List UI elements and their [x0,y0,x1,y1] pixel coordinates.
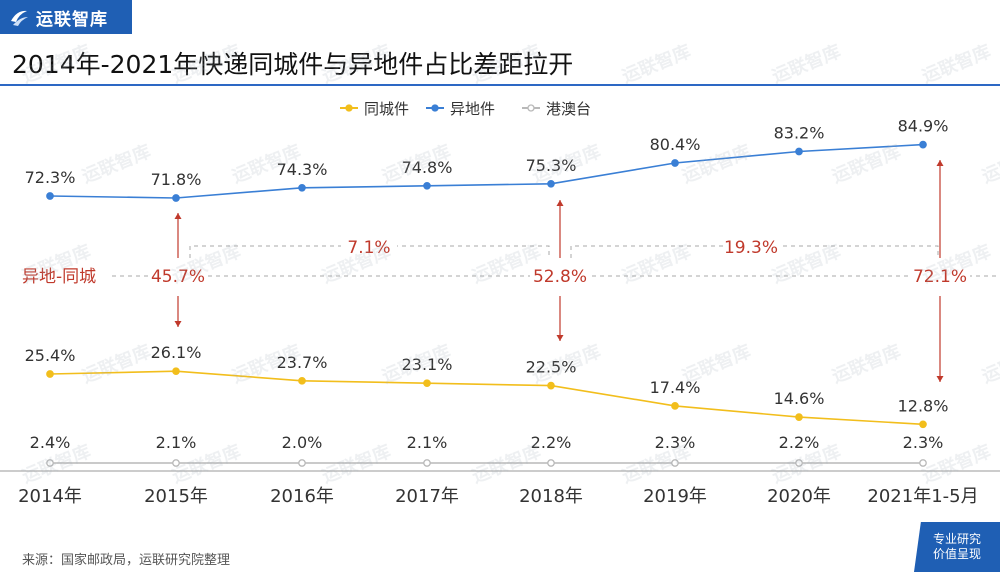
x-tick-label: 2016年 [270,486,334,507]
data-point [919,459,927,467]
data-label: 2.3% [655,433,696,452]
badge-line-1: 专业研究 [932,532,981,546]
gap-arrowhead-up [556,200,564,206]
data-point [298,183,306,192]
x-tick-label: 2020年 [767,486,831,507]
data-point [46,370,54,378]
increase-label-bg [723,236,779,258]
gap-arrowhead-down [556,335,564,341]
data-point [172,194,180,202]
data-label: 22.5% [526,358,577,377]
legend-marker [431,104,439,112]
data-point [547,179,555,188]
x-tick-label: 2017年 [395,486,459,507]
x-tick-label: 2021年1-5月 [867,486,978,507]
data-label: 83.2% [774,124,825,143]
increase-label-bg [341,236,397,258]
data-point [919,420,927,429]
data-label: 71.8% [151,170,202,189]
data-point [423,379,431,388]
data-label: 74.8% [402,158,453,177]
data-point [172,459,180,467]
data-point [46,459,54,467]
data-point [671,459,679,467]
brand-logo-icon [11,10,28,26]
gap-label-bg [148,264,208,286]
legend-label: 同城件 [364,100,409,118]
gap-row-label: 异地-同城 [22,267,96,287]
data-point [46,192,54,200]
gap-value-label: 72.1% [913,267,967,287]
legend-label: 港澳台 [546,100,591,118]
increase-bracket [189,245,550,258]
data-point [671,159,679,167]
x-tick-label: 2018年 [519,486,583,507]
data-point [795,459,803,467]
data-point [671,402,679,410]
series-line [49,143,924,199]
title-underline [0,84,1000,86]
data-point [298,376,306,385]
increase-value-label: 7.1% [347,238,390,258]
data-label: 12.8% [898,396,949,415]
gap-label-bg [530,264,590,286]
brand-badge: 专业研究 价值呈现 [914,522,1000,572]
data-label: 2.2% [779,433,820,452]
data-point [172,367,180,376]
data-label: 2.1% [156,433,197,452]
data-label: 72.3% [25,168,76,187]
data-label: 2.2% [531,433,572,452]
gap-arrowhead-up [936,160,944,166]
gap-label-bg [910,264,970,286]
x-tick-label: 2019年 [643,486,707,507]
data-label: 2.0% [282,433,323,452]
data-point [423,181,431,190]
data-point [423,459,431,467]
brand-logo: 运联智库 [0,0,132,34]
x-tick-label: 2015年 [144,486,208,507]
data-point [919,140,927,149]
gap-value-label: 45.7% [151,267,205,287]
legend-label: 异地件 [450,100,495,118]
data-point [547,459,555,467]
data-label: 23.1% [402,355,453,374]
data-label: 14.6% [774,389,825,408]
data-label: 25.4% [25,346,76,365]
increase-value-label: 19.3% [724,238,778,258]
data-point [298,459,306,467]
x-tick-label: 2014年 [18,486,82,507]
data-point [795,147,803,156]
gap-arrowhead-down [936,376,944,382]
brand-logo-text: 运联智库 [36,9,108,30]
data-label: 80.4% [650,135,701,154]
data-point [795,413,803,421]
badge-line-2: 价值呈现 [932,547,981,561]
data-label: 2.1% [407,433,448,452]
gap-arrowhead-up [174,213,182,219]
data-point [547,381,555,390]
legend-marker [527,104,535,112]
data-label: 84.9% [898,117,949,136]
data-label: 75.3% [526,156,577,175]
data-label: 26.1% [151,343,202,362]
data-label: 2.3% [903,433,944,452]
chart-title: 2014年-2021年快递同城件与异地件占比差距拉开 [12,50,574,79]
data-label: 23.7% [277,353,328,372]
gap-arrowhead-down [174,321,182,327]
data-label: 17.4% [650,378,701,397]
series-line [49,370,924,426]
gap-value-label: 52.8% [533,267,587,287]
source-note: 来源：国家邮政局，运联研究院整理 [22,553,231,568]
data-label: 74.3% [277,160,328,179]
legend-marker [345,104,353,112]
data-label: 2.4% [30,433,71,452]
